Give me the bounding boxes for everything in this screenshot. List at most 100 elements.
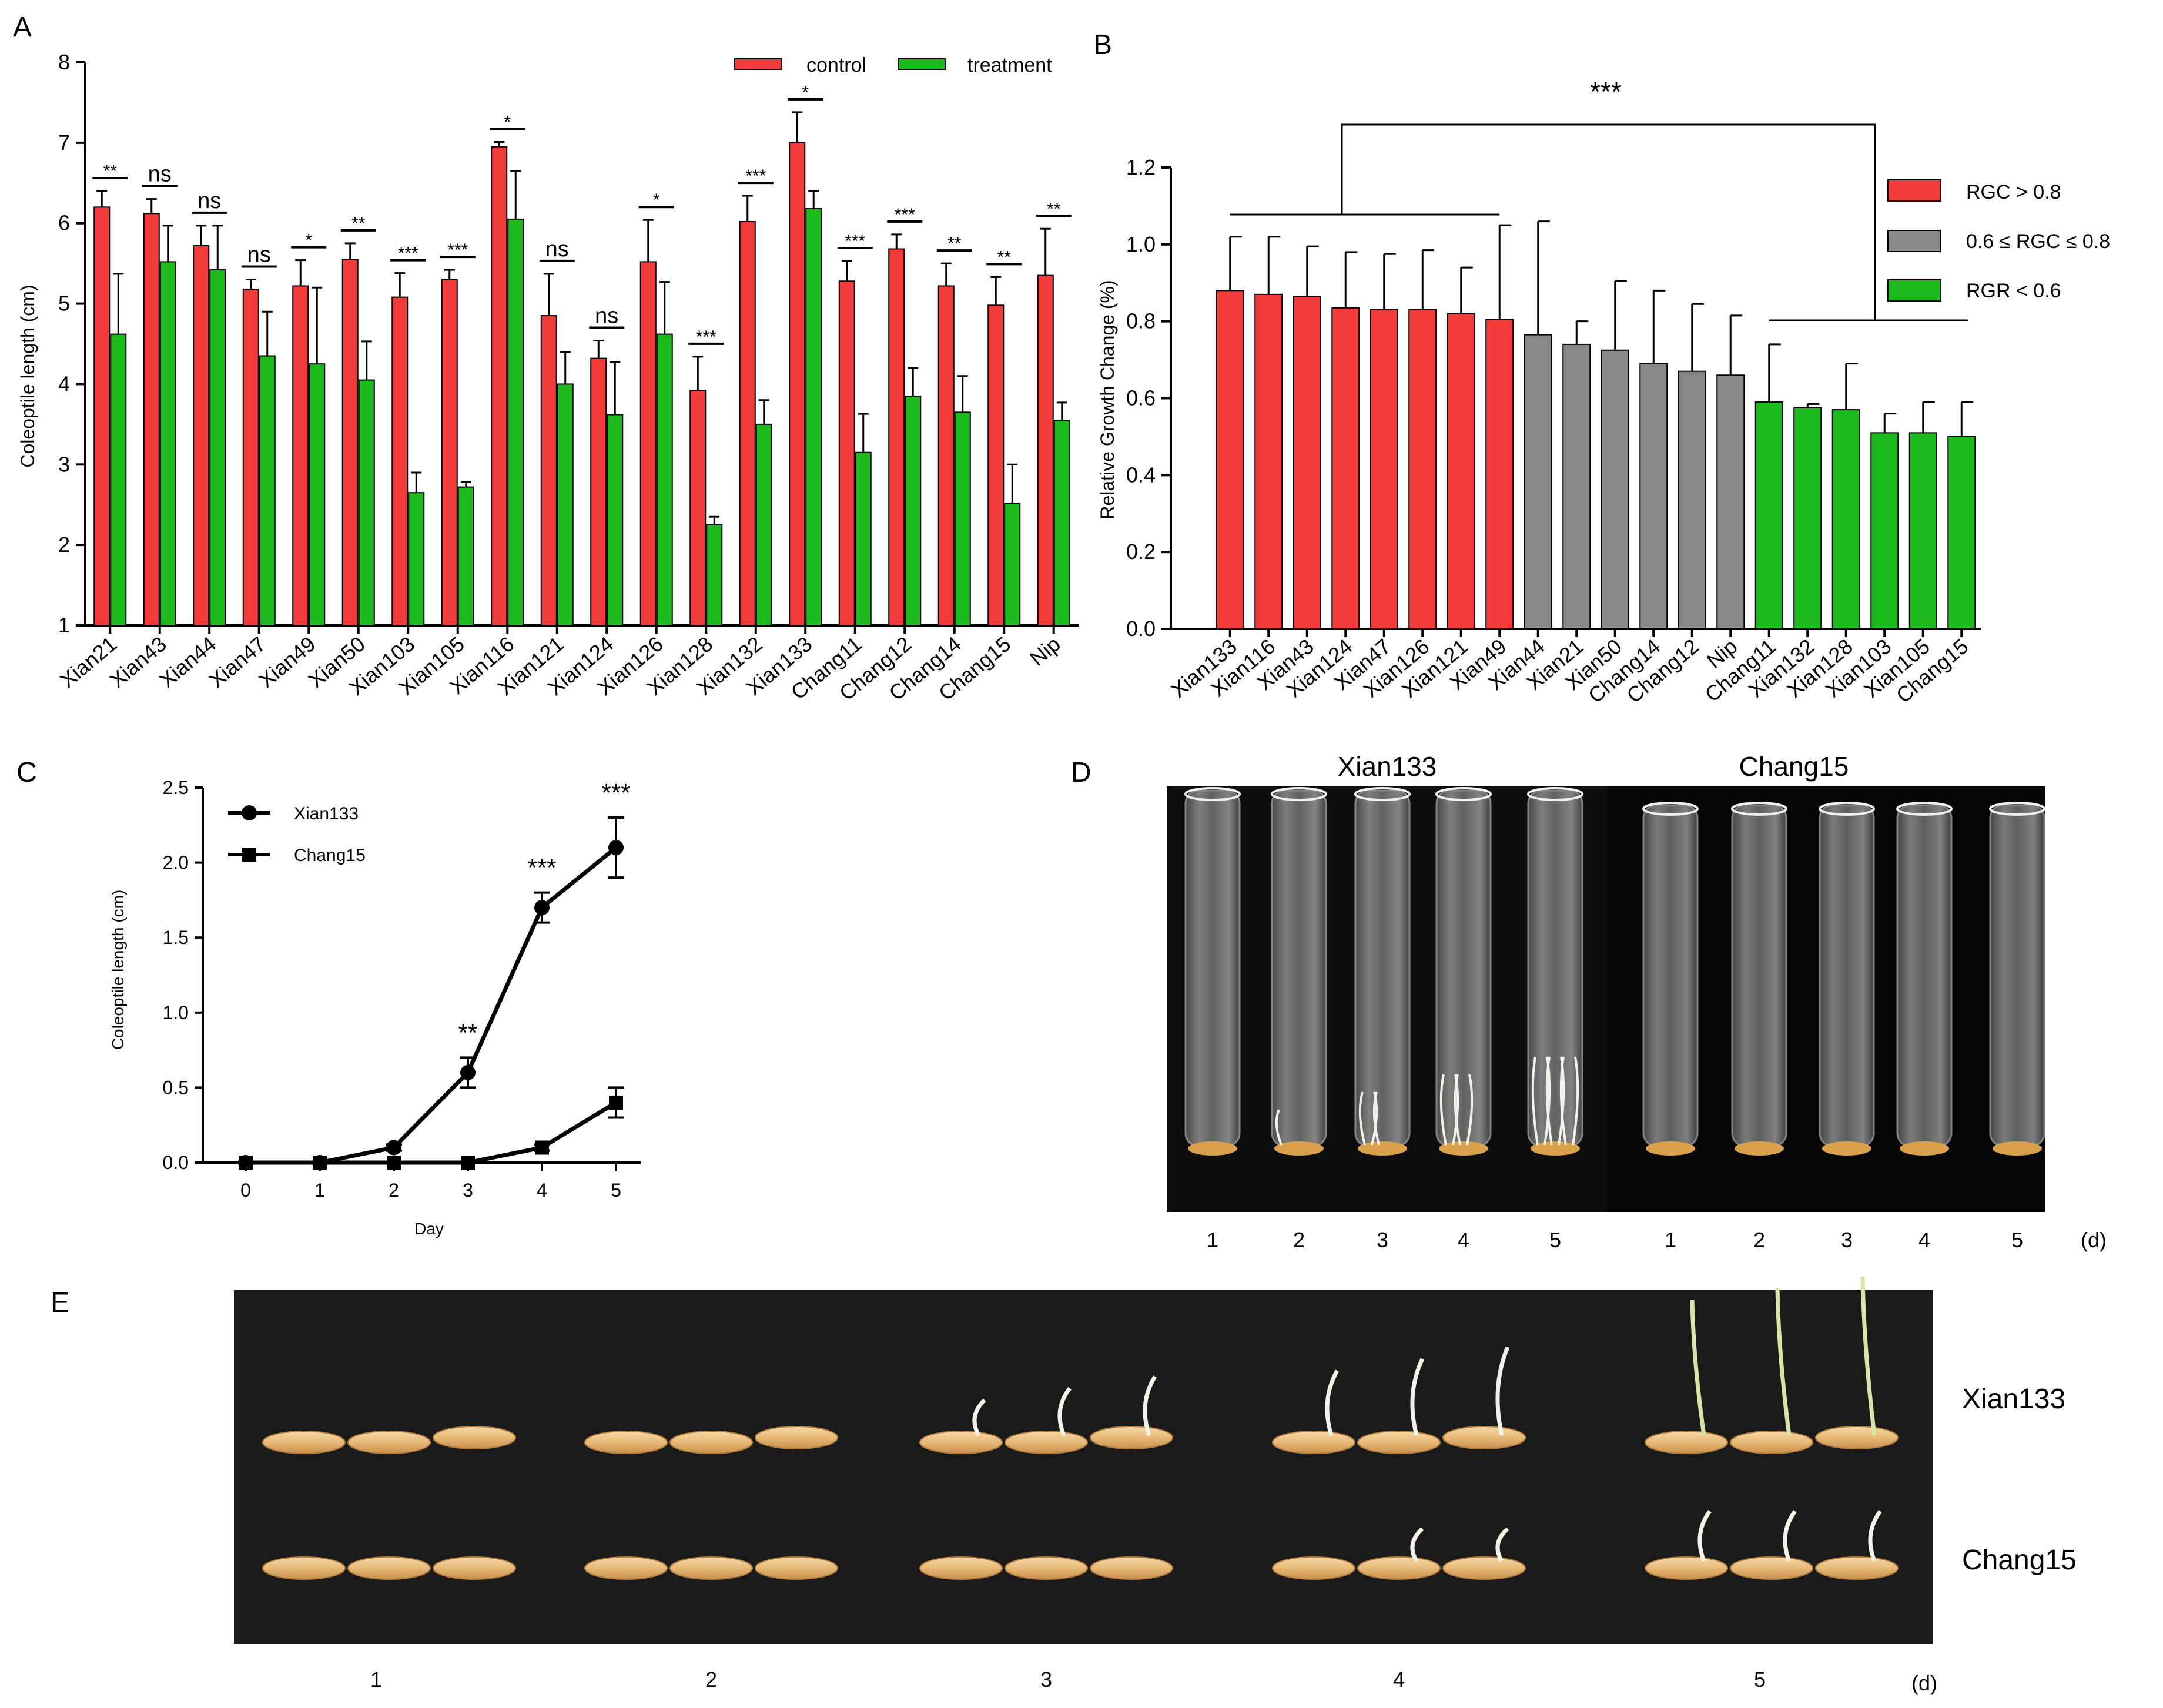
- y-tick-label: 6: [58, 211, 70, 235]
- panel-e-day-axis: 1 2 3 4 5: [370, 1667, 1766, 1692]
- significance-label: ***: [527, 854, 556, 882]
- data-point: [535, 1140, 549, 1155]
- coleoptile-sprout: [1466, 1074, 1474, 1146]
- y-tick-label: 0.5: [163, 1077, 189, 1098]
- legend-label-treatment: treatment: [967, 54, 1052, 76]
- bar-treatment: [557, 383, 574, 627]
- bar-control: [590, 357, 607, 626]
- rice-grain: [1090, 1426, 1173, 1449]
- bar: [1716, 374, 1745, 629]
- panel-b-significance-annotation: ***: [1590, 76, 1622, 107]
- bracket-connector: [1341, 123, 1876, 320]
- bar-control: [193, 245, 210, 626]
- legend-label-low: RGR < 0.6: [1966, 280, 2061, 302]
- bar: [1447, 313, 1475, 629]
- bar-treatment: [110, 333, 127, 626]
- bar: [1601, 349, 1629, 630]
- significance-label: **: [103, 162, 118, 181]
- day-label: 3: [1377, 1228, 1388, 1252]
- bar-control: [242, 288, 259, 626]
- bar-treatment: [755, 423, 772, 626]
- rice-grain: [1442, 1426, 1526, 1449]
- x-tick-label: 4: [537, 1180, 547, 1201]
- bar-treatment: [209, 269, 226, 626]
- panel-d-label: D: [1071, 757, 1091, 788]
- bar-control: [937, 285, 955, 627]
- bar-control: [491, 146, 508, 626]
- panel-c-lines: ********: [238, 779, 631, 1170]
- y-tick-label: 0.6: [1126, 386, 1156, 410]
- rice-grain: [1272, 1431, 1355, 1454]
- significance-label: ns: [545, 237, 569, 262]
- rice-grain: [669, 1556, 753, 1580]
- significance-label: ns: [197, 189, 221, 213]
- legend-swatch-low: [1887, 279, 1941, 302]
- coleoptile-sprout: [1775, 1288, 1792, 1436]
- legend-marker-xian133: [242, 805, 257, 820]
- bar-control: [888, 248, 905, 627]
- bar-control: [1037, 274, 1054, 626]
- bar: [1562, 343, 1591, 630]
- day-label: 3: [1841, 1228, 1853, 1252]
- day-label: 4: [1393, 1667, 1405, 1692]
- rice-grain: [1730, 1431, 1813, 1454]
- rice-grain: [262, 1431, 346, 1454]
- y-tick-label: 1.0: [163, 1002, 189, 1023]
- bar-control: [441, 279, 458, 626]
- significance-label: *: [305, 231, 312, 250]
- series-line-chang15: [246, 1100, 617, 1165]
- coleoptile-sprout: [1783, 1509, 1797, 1562]
- coleoptile-sprout: [1495, 1346, 1510, 1436]
- seed-layer: [1735, 1141, 1784, 1156]
- y-tick-label: 0.8: [1126, 309, 1156, 333]
- significance-label: **: [947, 234, 962, 253]
- x-tick-label: 1: [314, 1180, 325, 1201]
- tube-rim: [1271, 787, 1327, 801]
- rice-grain: [584, 1556, 668, 1580]
- y-tick-label: 5: [58, 292, 70, 316]
- bar: [1331, 307, 1360, 629]
- test-tube: [1896, 804, 1953, 1147]
- significance-label: **: [1047, 199, 1061, 219]
- coleoptile-sprout: [1275, 1109, 1283, 1146]
- row-label-chang15: Chang15: [1962, 1545, 2077, 1576]
- day-label: 3: [1040, 1667, 1052, 1692]
- y-tick-label: 1.0: [1126, 232, 1156, 256]
- rice-grain: [1357, 1431, 1441, 1454]
- test-tube: [1271, 789, 1327, 1147]
- bar: [1293, 296, 1321, 630]
- data-point: [313, 1156, 327, 1170]
- y-tick-label: 0.0: [1126, 617, 1156, 641]
- bar-treatment: [855, 451, 872, 626]
- x-tick-label: Xian21: [55, 632, 121, 692]
- photo-label-chang15: Chang15: [1739, 751, 1849, 782]
- bar: [1678, 370, 1706, 629]
- bar-treatment: [507, 218, 524, 627]
- data-point: [387, 1156, 401, 1170]
- significance-label: **: [458, 1019, 478, 1046]
- rice-grain: [1357, 1556, 1441, 1580]
- day-label: 2: [705, 1667, 717, 1692]
- tube-rim: [1819, 802, 1875, 816]
- rice-grain: [433, 1426, 516, 1449]
- data-point: [609, 1095, 623, 1110]
- bar: [1216, 290, 1244, 630]
- legend-swatch-treatment: [898, 58, 946, 70]
- bar-treatment: [954, 411, 971, 626]
- significance-label: ***: [447, 240, 468, 260]
- bar: [1793, 407, 1822, 630]
- panel-e-label: E: [51, 1287, 69, 1318]
- y-tick-label: 0.2: [1126, 540, 1156, 564]
- bar-treatment: [408, 492, 425, 627]
- day-label: 2: [1293, 1228, 1305, 1252]
- bar-control: [739, 220, 756, 626]
- bar-control: [391, 296, 409, 626]
- y-tick-label: 1.2: [1126, 155, 1156, 179]
- x-tick-label: 5: [611, 1180, 621, 1201]
- coleoptile-sprout: [1690, 1300, 1706, 1436]
- rice-grain: [1730, 1556, 1813, 1580]
- series-line-xian133: [246, 846, 618, 1165]
- bar: [1524, 334, 1552, 629]
- legend-swatch-control: [734, 58, 782, 70]
